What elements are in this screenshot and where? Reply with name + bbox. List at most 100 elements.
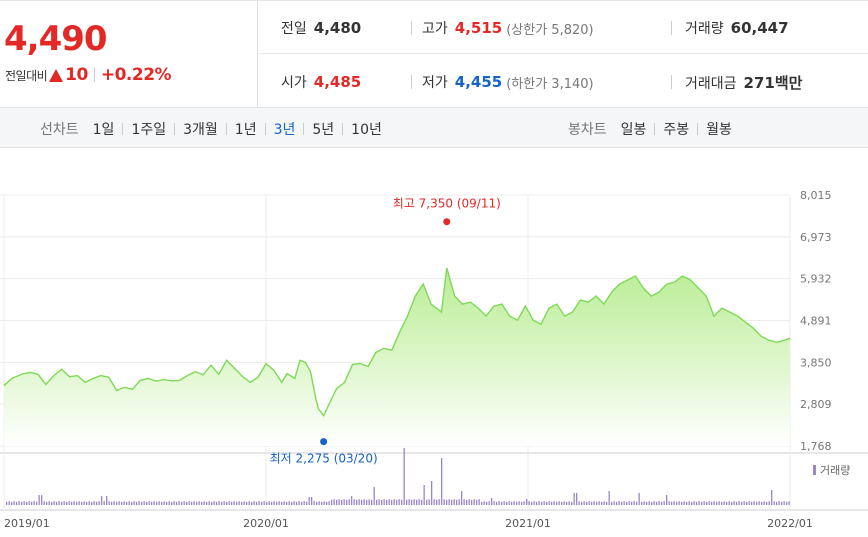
volume-bar (301, 501, 303, 505)
period-1w[interactable]: 1주일 (131, 122, 167, 138)
volume-bar (276, 501, 278, 505)
volume-bar (278, 501, 280, 505)
period-1y[interactable]: 1년 (234, 122, 257, 138)
volume-bar (361, 499, 363, 505)
stat-label: 시가 (281, 75, 307, 91)
period-10y[interactable]: 10년 (351, 122, 382, 138)
volume-bar (383, 499, 385, 505)
volume-bar (323, 501, 325, 505)
x-tick-label: 2021/01 (505, 517, 551, 530)
volume-bar (326, 501, 328, 505)
max-annotation: 최고 7,350 (09/11) (393, 197, 501, 211)
stat-value: 4,515 (454, 19, 503, 37)
volume-bar (773, 501, 775, 505)
volume-bar (646, 501, 648, 505)
period-3y[interactable]: 3년 (273, 122, 296, 138)
volume-bar (491, 498, 493, 505)
volume-bar (166, 501, 168, 505)
volume-bar (608, 491, 610, 505)
period-5y[interactable]: 5년 (312, 122, 335, 138)
stat-value: 4,455 (454, 73, 503, 91)
volume-bar (658, 501, 660, 505)
volume-bar (463, 499, 465, 505)
volume-bar (506, 501, 508, 505)
volume-bar (633, 501, 635, 505)
candle-weekly[interactable]: 주봉 (663, 122, 690, 138)
volume-bar (161, 501, 163, 505)
volume-bar (471, 499, 473, 505)
volume-bar (176, 501, 178, 505)
volume-bar (393, 499, 395, 505)
volume-bar (656, 501, 658, 505)
volume-bar (268, 501, 270, 505)
volume-bar (138, 501, 140, 505)
volume-bar (28, 501, 30, 505)
change-row: 전일대비 10 +0.22% (5, 65, 172, 85)
volume-bar (483, 501, 485, 505)
volume-bar (206, 501, 208, 505)
period-selector-bar: 선차트 1일 1주일 3개월 1년 3년 5년 10년 봉차트 일봉 주봉 월봉 (0, 108, 868, 148)
stat-limit-up: (상한가 5,820) (506, 22, 594, 38)
volume-bar (111, 501, 113, 505)
volume-bar (666, 495, 668, 505)
volume-bar (371, 499, 373, 505)
line-chart-periods: 선차트 1일 1주일 3개월 1년 3년 5년 10년 (40, 119, 382, 139)
volume-bar (696, 501, 698, 505)
volume-legend-label: 거래량 (820, 464, 850, 477)
volume-bar (36, 501, 38, 505)
period-3m[interactable]: 3개월 (183, 122, 218, 138)
volume-bar (328, 501, 330, 505)
volume-bar (653, 501, 655, 505)
volume-bar (748, 501, 750, 505)
volume-bar (41, 495, 43, 505)
volume-bar (716, 501, 718, 505)
volume-bar (771, 490, 773, 505)
stat-value: 271백만 (743, 74, 803, 92)
volume-bar (413, 499, 415, 505)
volume-bar (116, 501, 118, 505)
volume-bar (606, 501, 608, 505)
volume-bar (648, 501, 650, 505)
price-chart[interactable]: 8,015 6,973 5,932 4,891 3,850 2,809 1,768 2019… (0, 149, 868, 537)
volume-bar (711, 501, 713, 505)
volume-bar (631, 501, 633, 505)
volume-bar (333, 499, 335, 505)
volume-bar (211, 501, 213, 505)
stat-limit-down: (하한가 3,140) (506, 76, 594, 92)
volume-bar (216, 501, 218, 505)
volume-bar (83, 501, 85, 505)
volume-bar (388, 499, 390, 505)
price-box: 4,490 전일대비 10 +0.22% (0, 1, 258, 108)
volume-bar (751, 501, 753, 505)
period-1d[interactable]: 1일 (92, 122, 115, 138)
stat-high: 고가 4,515 (상한가 5,820) (422, 18, 594, 38)
candle-monthly[interactable]: 월봉 (706, 122, 732, 138)
volume-bar (298, 501, 300, 505)
period-divider (225, 123, 227, 135)
volume-bar (68, 501, 70, 505)
stat-low: 저가 4,455 (하한가 3,140) (422, 72, 594, 92)
volume-bar (611, 501, 613, 505)
volume-bar (626, 501, 628, 505)
volume-bar (546, 501, 548, 505)
volume-bar (446, 499, 448, 505)
volume-bar (231, 501, 233, 505)
volume-bar (346, 499, 348, 505)
volume-bar (706, 501, 708, 505)
volume-bar (108, 501, 110, 505)
volume-bar (786, 501, 788, 505)
volume-bar (433, 499, 435, 505)
stats-row-2: 시가 4,485 저가 4,455 (하한가 3,140) 거래대금 271백만 (259, 55, 868, 108)
volume-bar (523, 501, 525, 505)
volume-bar (788, 501, 790, 505)
volume-bar (131, 501, 133, 505)
volume-bar (723, 501, 725, 505)
volume-bar (641, 501, 643, 505)
volume-bar (396, 499, 398, 505)
volume-bar (381, 499, 383, 505)
volume-bar (743, 501, 745, 505)
volume-bar (778, 501, 780, 505)
candle-daily[interactable]: 일봉 (620, 122, 647, 138)
volume-bar (8, 501, 10, 505)
volume-bar (358, 499, 360, 505)
